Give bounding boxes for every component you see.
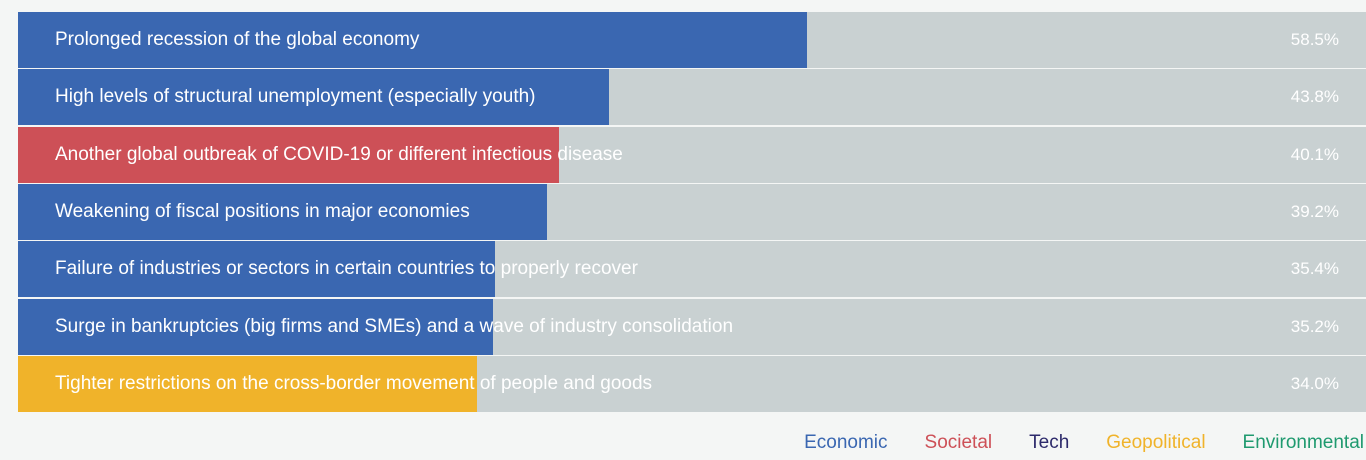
legend-item-societal: Societal <box>924 432 993 453</box>
bar-label: High levels of structural unemployment (… <box>55 86 536 107</box>
bar-row: Surge in bankruptcies (big firms and SME… <box>18 299 1366 355</box>
bar-value-label: 35.2% <box>1290 317 1339 336</box>
bar-row: Another global outbreak of COVID-19 or d… <box>18 127 1366 183</box>
bar-value-label: 39.2% <box>1290 202 1339 221</box>
bar-value-label: 40.1% <box>1290 145 1339 164</box>
bar <box>18 12 807 68</box>
bar-value-label: 43.8% <box>1290 87 1339 106</box>
bar-label: Tighter restrictions on the cross-border… <box>55 373 653 394</box>
bar <box>18 241 496 297</box>
legend: Economic Societal Tech Geopolitical Environm… <box>767 432 1364 454</box>
bar-value-label: 34.0% <box>1290 374 1339 393</box>
bar <box>18 356 477 412</box>
legend-item-economic: Economic <box>804 432 888 453</box>
bar-label: Surge in bankruptcies (big firms and SME… <box>55 316 734 337</box>
bar-label: Failure of industries or sectors in cert… <box>55 258 638 279</box>
legend-item-geopolitical: Geopolitical <box>1106 432 1206 453</box>
bar-row: Failure of industries or sectors in cert… <box>18 241 1366 297</box>
bar-label: Another global outbreak of COVID-19 or d… <box>55 144 623 165</box>
bar-row: Weakening of fiscal positions in major e… <box>18 184 1366 240</box>
bar <box>18 299 493 355</box>
legend-item-environmental: Environmental <box>1242 432 1364 453</box>
bar-row: High levels of structural unemployment (… <box>18 69 1366 125</box>
bar-chart: Prolonged recession of the global econom… <box>18 12 1366 412</box>
legend-item-tech: Tech <box>1029 432 1070 453</box>
bar-row: Tighter restrictions on the cross-border… <box>18 356 1366 412</box>
bar <box>18 69 609 125</box>
bar <box>18 184 547 240</box>
bar-value-label: 35.4% <box>1290 259 1339 278</box>
bar-value-label: 58.5% <box>1290 30 1339 49</box>
bar-label: Weakening of fiscal positions in major e… <box>55 201 470 222</box>
bar-row: Prolonged recession of the global econom… <box>18 12 1366 68</box>
bar <box>18 127 559 183</box>
bar-label: Prolonged recession of the global econom… <box>55 29 420 50</box>
